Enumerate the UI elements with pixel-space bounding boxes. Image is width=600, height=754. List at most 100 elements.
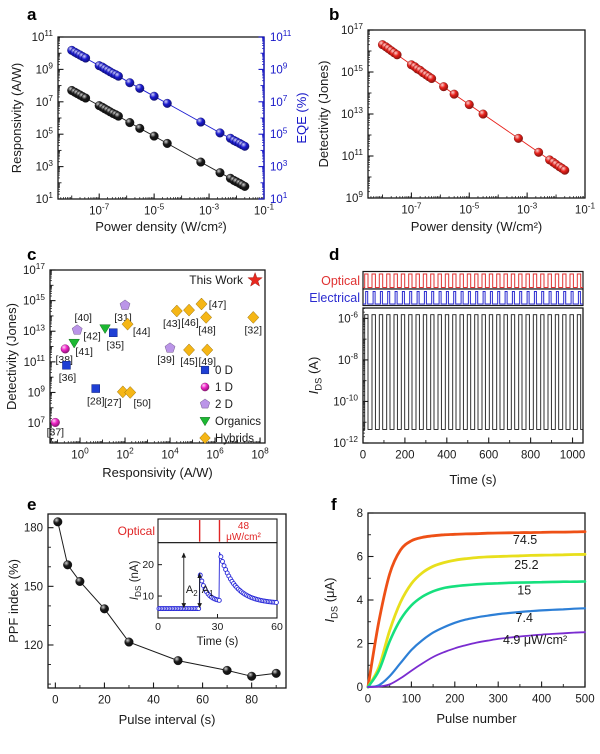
y-axis-label: Responsivity (A/W) [9, 63, 24, 174]
inset-y-label: IDS (nA) [129, 560, 143, 600]
panel-b-letter: b [329, 5, 340, 24]
svg-text:20: 20 [142, 559, 154, 571]
ref-label: [50] [133, 397, 151, 409]
svg-text:60: 60 [196, 695, 209, 707]
y-axis-label: Detectivity (Jones) [4, 303, 19, 410]
optical-strip-label: Optical [321, 274, 360, 288]
annotation: 25.2 [514, 558, 538, 572]
x-axis-label: Responsivity (A/W) [102, 465, 213, 480]
svg-text:105: 105 [270, 126, 288, 141]
ref-label: [36] [59, 372, 77, 384]
svg-text:800: 800 [521, 450, 540, 462]
svg-text:101: 101 [36, 191, 54, 206]
ids-trace [363, 314, 583, 430]
ref-label: [41] [75, 346, 93, 358]
legend-label: 2 D [215, 399, 233, 411]
svg-text:150: 150 [24, 581, 43, 593]
svg-text:1015: 1015 [341, 64, 363, 79]
svg-text:120: 120 [24, 640, 43, 652]
svg-text:400: 400 [532, 694, 551, 706]
series-4.9 [367, 631, 586, 688]
svg-text:60: 60 [271, 621, 283, 633]
svg-text:109: 109 [36, 62, 54, 77]
ref-label: [48] [198, 324, 216, 336]
legend-label: Organics [215, 416, 261, 428]
svg-text:0: 0 [357, 682, 363, 694]
svg-text:10: 10 [142, 591, 154, 603]
y-axis-label: PPF index (%) [6, 559, 21, 643]
panel-e-chart: 0 20 40 60 80 120 150 180 Pulse interval (s) PPF … [6, 513, 287, 727]
legend-label: 1 D [215, 382, 233, 394]
svg-text:1017: 1017 [341, 22, 363, 37]
inset-power-value: 48 [238, 521, 250, 532]
svg-text:1013: 1013 [341, 106, 363, 121]
svg-text:10-8: 10-8 [338, 352, 359, 367]
svg-text:180: 180 [24, 523, 43, 535]
ref-label: [45] [180, 356, 198, 368]
series-25.2 [366, 552, 587, 689]
svg-text:10-10: 10-10 [333, 394, 358, 409]
svg-text:109: 109 [270, 62, 288, 77]
ref-label: [32] [245, 324, 263, 336]
annotation: 74.5 [513, 533, 537, 547]
a1-label: A1 [202, 584, 214, 598]
legend-label: Hybrids [215, 433, 254, 445]
svg-text:107: 107 [28, 415, 46, 430]
panel-d-letter: d [329, 245, 340, 264]
svg-text:1011: 1011 [270, 29, 292, 44]
svg-text:10-12: 10-12 [333, 435, 358, 450]
legend-label: 0 D [215, 365, 233, 377]
series-74.5 [366, 530, 587, 689]
panel-f-chart: 0 100 200 300 400 500 0 2 4 6 8 Pulse number IDS (μA… [322, 508, 595, 726]
panel-d-chart: Optical Electrical 0 200 400 600 800 1000 10-6 10… [306, 270, 585, 487]
ref-label: [44] [133, 326, 151, 338]
svg-text:10-5: 10-5 [459, 202, 480, 217]
svg-text:105: 105 [36, 126, 54, 141]
svg-text:108: 108 [251, 447, 269, 462]
svg-text:10-7: 10-7 [401, 202, 422, 217]
svg-text:1011: 1011 [32, 29, 54, 44]
svg-text:100: 100 [402, 694, 421, 706]
a2-label: A2 [186, 584, 198, 598]
ref-label: [42] [83, 331, 101, 343]
svg-text:1011: 1011 [24, 354, 46, 369]
svg-text:100: 100 [71, 447, 89, 462]
svg-text:500: 500 [575, 694, 594, 706]
svg-text:40: 40 [147, 695, 160, 707]
svg-text:106: 106 [206, 447, 224, 462]
ref-label: [40] [74, 312, 92, 324]
inset-power-unit: μW/cm² [226, 532, 261, 543]
ref-label: [49] [198, 356, 216, 368]
svg-text:8: 8 [357, 508, 363, 520]
panel-b-chart: 10-7 10-5 10-3 10-1 109 1011 1013 1015 1017 Power… [316, 22, 596, 234]
svg-text:10-1: 10-1 [575, 202, 596, 217]
ref-label: [47] [209, 299, 227, 311]
svg-text:600: 600 [479, 450, 498, 462]
panel-f-letter: f [331, 495, 337, 514]
svg-text:10-5: 10-5 [144, 203, 165, 218]
optical-pulse-train [363, 273, 583, 288]
right-axis-label: EQE (%) [294, 92, 309, 143]
svg-text:101: 101 [270, 191, 288, 206]
svg-text:107: 107 [36, 94, 54, 109]
x-axis-label: Pulse interval (s) [119, 712, 216, 727]
series-15 [366, 580, 587, 689]
svg-text:300: 300 [489, 694, 508, 706]
svg-text:80: 80 [245, 695, 258, 707]
svg-text:200: 200 [395, 450, 414, 462]
svg-text:30: 30 [212, 621, 224, 633]
svg-text:102: 102 [116, 447, 134, 462]
svg-text:10-6: 10-6 [338, 311, 359, 326]
svg-text:107: 107 [270, 94, 288, 109]
electrical-strip-label: Electrical [309, 291, 360, 305]
annotation: 4.9 μW/cm² [503, 633, 567, 647]
x-axis-label: Power density (W/cm²) [411, 219, 542, 234]
inset-optical-label: Optical [118, 524, 155, 538]
svg-text:4: 4 [357, 595, 364, 607]
panel-a-letter: a [27, 5, 37, 24]
svg-text:0: 0 [52, 695, 58, 707]
x-axis-label: Power density (W/cm²) [95, 219, 226, 234]
y-axis-label: IDS (A) [306, 357, 323, 395]
ref-label: [35] [106, 340, 124, 352]
